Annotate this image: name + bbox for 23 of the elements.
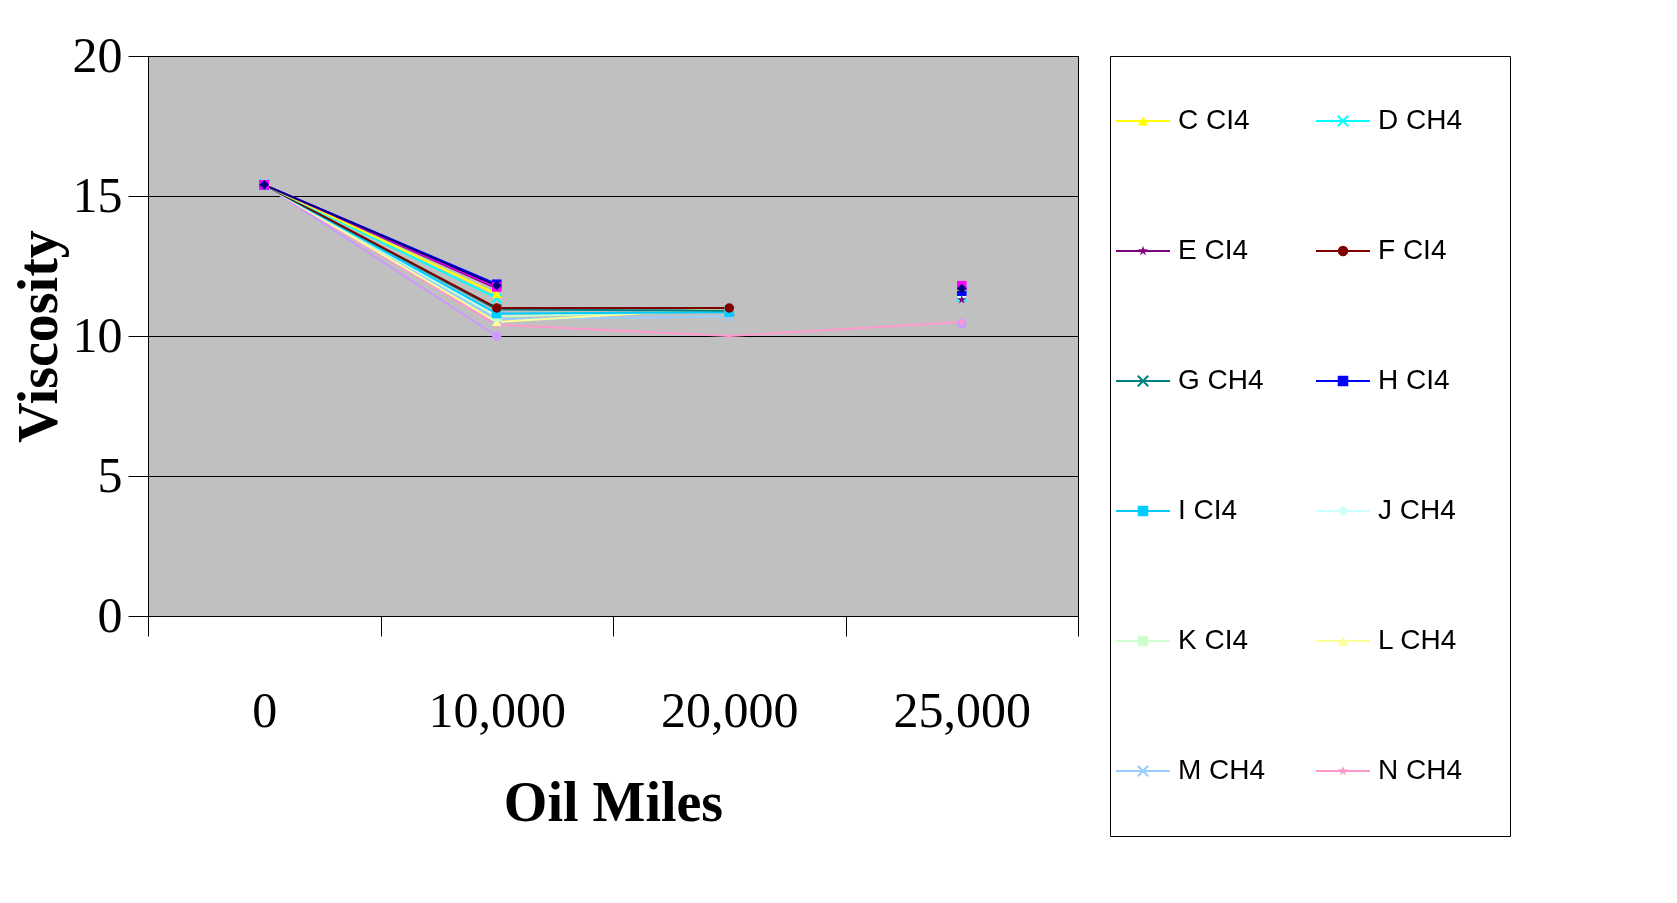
x-tick-label: 0 <box>252 681 278 738</box>
legend-label: M CH4 <box>1178 754 1266 785</box>
legend-label: I CI4 <box>1178 494 1238 525</box>
y-tick-label: 0 <box>97 586 123 643</box>
x-tick-label: 25,000 <box>893 681 1031 738</box>
legend-label: C CI4 <box>1178 104 1250 135</box>
legend-label: E CI4 <box>1178 234 1249 265</box>
y-tick-label: 10 <box>72 306 123 363</box>
legend-label: K CI4 <box>1178 624 1249 655</box>
y-tick-label: 15 <box>72 166 123 223</box>
x-tick-label: 10,000 <box>428 681 566 738</box>
legend-label: J CH4 <box>1378 494 1456 525</box>
legend-label: L CH4 <box>1378 624 1457 655</box>
legend-label: N CH4 <box>1378 754 1463 785</box>
legend-label: G CH4 <box>1178 364 1264 395</box>
legend-label: D CH4 <box>1378 104 1463 135</box>
x-tick-label: 20,000 <box>661 681 799 738</box>
x-axis-title: Oil Miles <box>503 770 724 833</box>
y-tick-label: 5 <box>97 446 123 503</box>
legend-label: H CI4 <box>1378 364 1450 395</box>
y-tick-label: 20 <box>72 26 123 83</box>
y-axis-title: Viscosity <box>6 230 69 443</box>
legend-label: F CI4 <box>1378 234 1447 265</box>
